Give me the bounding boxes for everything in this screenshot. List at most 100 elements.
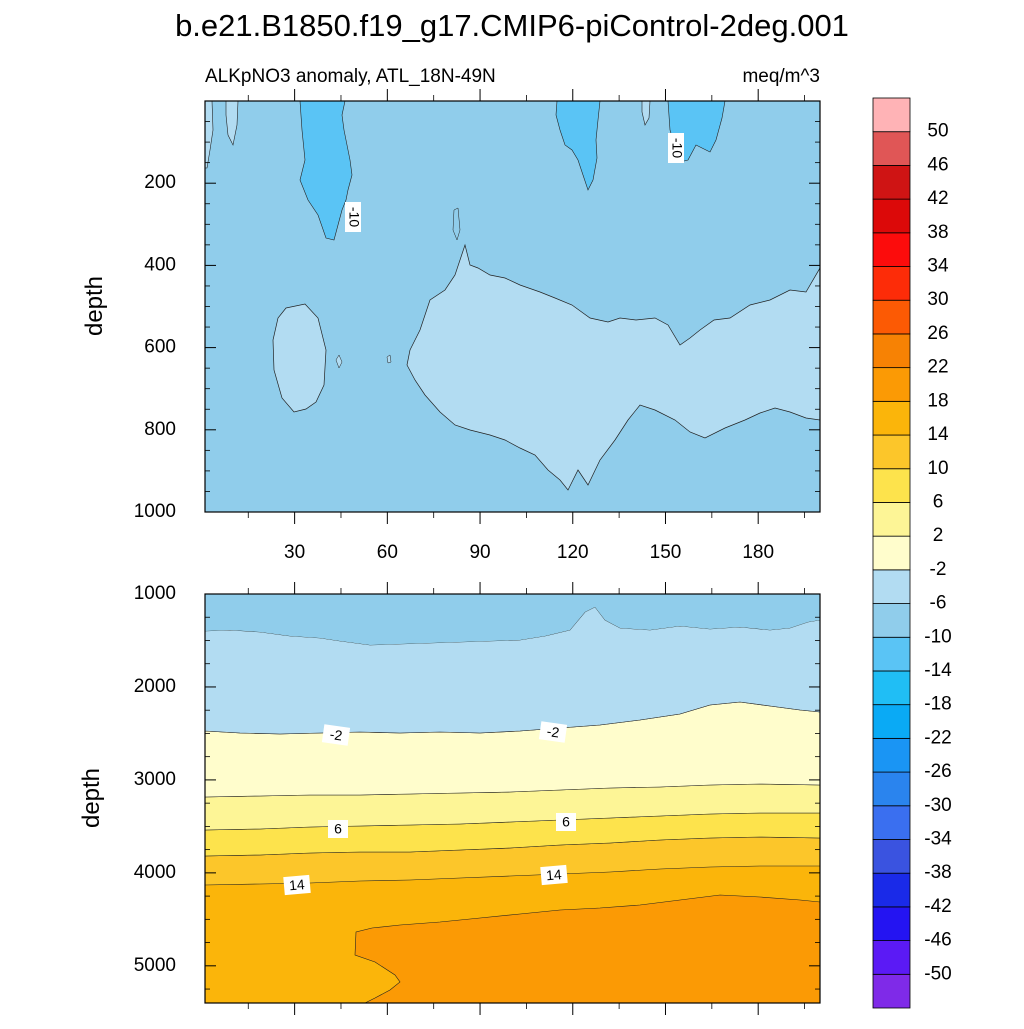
colorbar-box-11 — [872, 603, 911, 638]
colorbar-box-6 — [872, 771, 911, 807]
panel0-ytick-label-1: 400 — [144, 254, 176, 275]
colorbar-box-7 — [872, 737, 911, 773]
panel0-xtick-label-5: 180 — [742, 542, 774, 563]
colorbar-label-21: -34 — [924, 828, 952, 849]
lower-y-ticks: 1000 2000 3000 4000 5000 — [134, 583, 820, 990]
upper-fill-minus6-region-left-edge — [205, 101, 214, 169]
colorbar-box-8 — [872, 704, 911, 739]
colorbar-label-12: 2 — [933, 525, 944, 546]
colorbar-label-15: -10 — [924, 626, 951, 647]
colorbar-label-24: -46 — [924, 930, 951, 951]
colorbar-box-19 — [872, 333, 911, 369]
colorbar-box-18 — [872, 367, 911, 402]
upper-fill-minus14-region-2 — [555, 101, 601, 191]
upper-fill-minus6-speck-1 — [335, 354, 343, 369]
colorbar-box-13 — [872, 535, 911, 571]
colorbar-label-10: 10 — [927, 458, 948, 479]
colorbar-box-21 — [872, 266, 911, 301]
svg-text:-10: -10 — [346, 207, 362, 227]
colorbar-label-17: -18 — [924, 694, 951, 715]
upper-fill-minus6-region-central — [406, 243, 820, 491]
upper-contour-label-2: -10 — [668, 133, 685, 163]
lower-panel: -2 -2 6 6 14 14 1000 2000 3000 4000 — [78, 582, 821, 1015]
upper-y-ticks: 200 400 600 800 1000 — [134, 100, 820, 522]
colorbar-box-26 — [872, 97, 911, 133]
svg-text:14: 14 — [545, 866, 562, 883]
upper-y-axis-label: depth — [81, 276, 108, 336]
panel0-xtick-label-4: 150 — [650, 542, 682, 563]
colorbar-label-13: -2 — [930, 559, 947, 580]
lower-contour-label-6: 14 — [540, 864, 568, 886]
colorbar-label-20: -30 — [924, 795, 951, 816]
panel0-ytick-label-0: 200 — [144, 172, 176, 193]
colorbar-box-23 — [872, 198, 911, 234]
lower-y-axis-label: depth — [78, 768, 105, 828]
colorbar-box-5 — [872, 805, 911, 840]
colorbar-label-5: 30 — [927, 289, 948, 310]
colorbar-label-25: -50 — [924, 963, 951, 984]
svg-text:-2: -2 — [546, 723, 561, 741]
colorbar-box-24 — [872, 165, 911, 200]
svg-text:6: 6 — [562, 814, 570, 830]
colorbar-label-0: 50 — [927, 121, 948, 142]
colorbar-box-1 — [872, 940, 911, 975]
lower-contour-label-3: 6 — [328, 820, 348, 838]
colorbar-label-2: 42 — [927, 188, 948, 209]
colorbar-box-0 — [872, 973, 911, 1009]
svg-text:14: 14 — [288, 876, 305, 893]
panel0-ytick-label-4: 1000 — [134, 501, 176, 522]
lower-contour-label-1: -2 — [321, 724, 351, 746]
upper-fill-minus6-region-top-1 — [225, 101, 239, 146]
colorbar-box-14 — [872, 502, 911, 537]
upper-fill-minus6-speck-2 — [386, 354, 392, 364]
colorbar-label-14: -6 — [930, 593, 947, 614]
colorbar-label-11: 6 — [933, 491, 944, 512]
upper-fill-minus14-region-1 — [287, 101, 353, 241]
colorbar-label-6: 26 — [927, 323, 948, 344]
upper-contour-label-1: -10 — [345, 202, 362, 232]
colorbar-label-23: -42 — [924, 896, 951, 917]
lower-fill-18-to-22 — [354, 894, 820, 1003]
lower-x-ticks — [247, 582, 805, 1015]
panel0-xtick-label-1: 60 — [377, 542, 398, 563]
colorbar-label-3: 38 — [927, 222, 948, 243]
upper-panel: -10 -10 200 400 600 800 1000 30 60 90 120 150 180… — [81, 89, 821, 563]
colorbar-label-7: 22 — [927, 357, 948, 378]
panel0-xtick-label-0: 30 — [284, 542, 305, 563]
colorbar-box-2 — [872, 906, 911, 941]
panel1-ytick-label-3: 4000 — [134, 862, 176, 883]
colorbar-label-9: 14 — [927, 424, 949, 445]
colorbar-box-25 — [872, 131, 911, 166]
lower-contour-label-5: 14 — [283, 874, 311, 896]
svg-text:-10: -10 — [669, 138, 685, 158]
chart-title: b.e21.B1850.f19_g17.CMIP6-piControl-2deg… — [175, 8, 849, 43]
colorbar-box-4 — [872, 839, 911, 874]
panel0-ytick-label-3: 800 — [144, 419, 176, 440]
svg-text:-2: -2 — [329, 726, 344, 744]
panel1-ytick-label-0: 1000 — [134, 583, 176, 604]
chart-units: meq/m^3 — [742, 66, 820, 87]
colorbar-box-3 — [872, 872, 911, 908]
colorbar-box-15 — [872, 468, 911, 503]
panel0-xtick-label-2: 90 — [469, 542, 490, 563]
colorbar-box-17 — [872, 400, 911, 436]
lower-panel-frame — [204, 593, 821, 1004]
colorbar-box-12 — [872, 569, 911, 604]
panel0-xtick-label-3: 120 — [557, 542, 589, 563]
colorbar-label-18: -22 — [924, 727, 951, 748]
svg-text:6: 6 — [334, 821, 342, 837]
upper-fill-minus6-region-top-2 — [641, 101, 651, 126]
colorbar-box-9 — [872, 670, 911, 706]
colorbar-label-8: 18 — [927, 390, 948, 411]
lower-fill-minus10-to-minus6 — [205, 594, 820, 645]
colorbar-box-20 — [872, 299, 911, 335]
colorbar: 50 46 42 38 34 30 26 22 18 14 10 6 2 -2 -6 -10 -14 -18 -22… — [872, 97, 952, 1009]
panel1-ytick-label-4: 5000 — [134, 955, 176, 976]
lower-contour-label-4: 6 — [556, 813, 576, 831]
colorbar-label-22: -38 — [924, 862, 951, 883]
chart-subtitle-left: ALKpNO3 anomaly, ATL_18N-49N — [205, 66, 496, 87]
colorbar-label-19: -26 — [924, 761, 951, 782]
colorbar-label-1: 46 — [927, 154, 948, 175]
